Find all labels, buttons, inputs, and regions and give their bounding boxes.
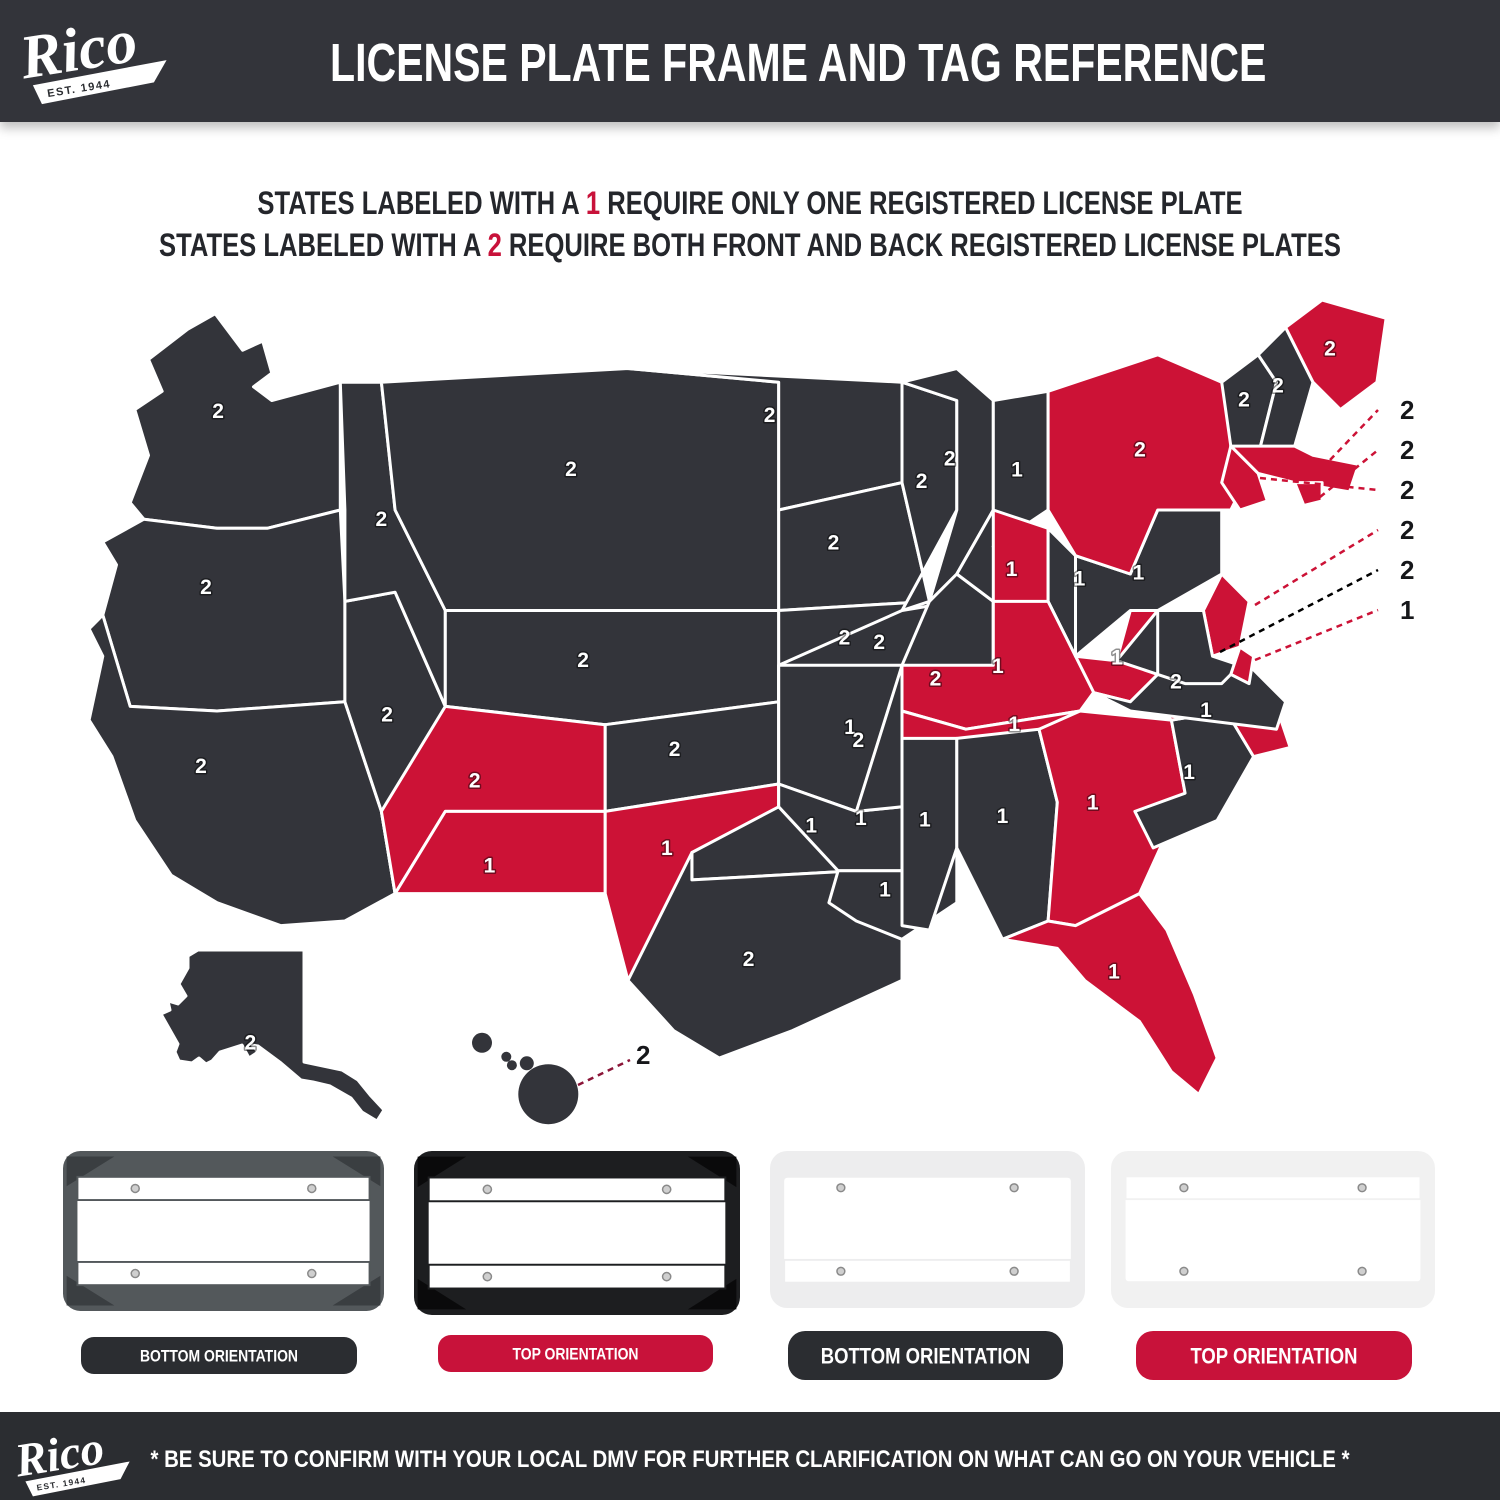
svg-text:BOTTOM ORIENTATION: BOTTOM ORIENTATION [821, 1344, 1030, 1369]
svg-text:TOP ORIENTATION: TOP ORIENTATION [1190, 1344, 1357, 1369]
svg-text:TOP ORIENTATION: TOP ORIENTATION [512, 1345, 638, 1364]
svg-text:BOTTOM ORIENTATION: BOTTOM ORIENTATION [140, 1347, 298, 1366]
